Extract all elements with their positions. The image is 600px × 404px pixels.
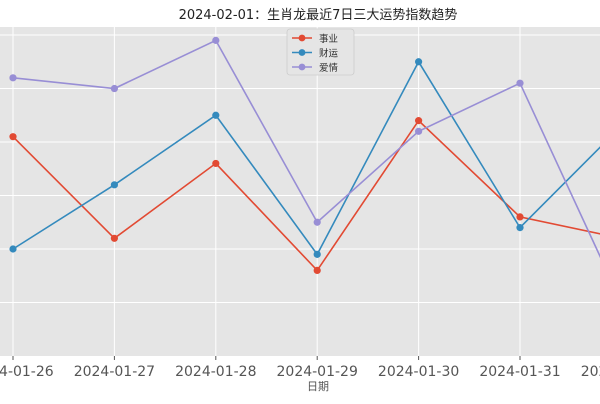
data-point	[110, 181, 118, 189]
legend-marker	[298, 49, 306, 56]
data-point	[415, 127, 423, 135]
x-tick-label: 2024-01-30	[378, 364, 459, 380]
data-point	[212, 111, 220, 119]
x-axis-label: 日期	[307, 380, 329, 393]
data-point	[110, 234, 118, 242]
x-tick-label: 2024-01-26	[0, 364, 54, 380]
data-point	[516, 213, 524, 221]
legend-label: 财运	[319, 48, 339, 60]
data-point	[313, 218, 321, 226]
x-tick-label: 2024-01-29	[277, 364, 358, 380]
data-point	[212, 36, 220, 44]
legend-label: 爱情	[319, 62, 339, 74]
legend-marker	[298, 34, 306, 42]
x-axis: 2024-01-26 2024-01-27 2024-01-28 2024-01-29…	[0, 356, 600, 380]
legend-marker	[298, 63, 306, 71]
legend-label: 事业	[319, 33, 338, 45]
data-point	[9, 245, 17, 253]
data-point	[415, 117, 423, 125]
x-tick-label: 2024-02-01	[581, 364, 600, 380]
x-tick-label: 2024-01-27	[74, 364, 155, 380]
data-point	[212, 159, 220, 168]
data-point	[516, 79, 524, 87]
data-point	[110, 84, 118, 93]
data-point	[9, 133, 17, 141]
x-tick-label: 2024-01-28	[175, 364, 256, 380]
data-point	[415, 58, 423, 66]
data-point	[9, 74, 17, 82]
data-point	[313, 250, 321, 258]
data-point	[516, 224, 524, 232]
chart-title: 2024-02-01：生肖龙最近7日三大运势指数趋势	[179, 7, 458, 23]
series-lines	[9, 36, 600, 275]
grid	[0, 27, 600, 356]
data-point	[313, 266, 321, 275]
x-tick-label: 2024-01-31	[479, 364, 560, 380]
